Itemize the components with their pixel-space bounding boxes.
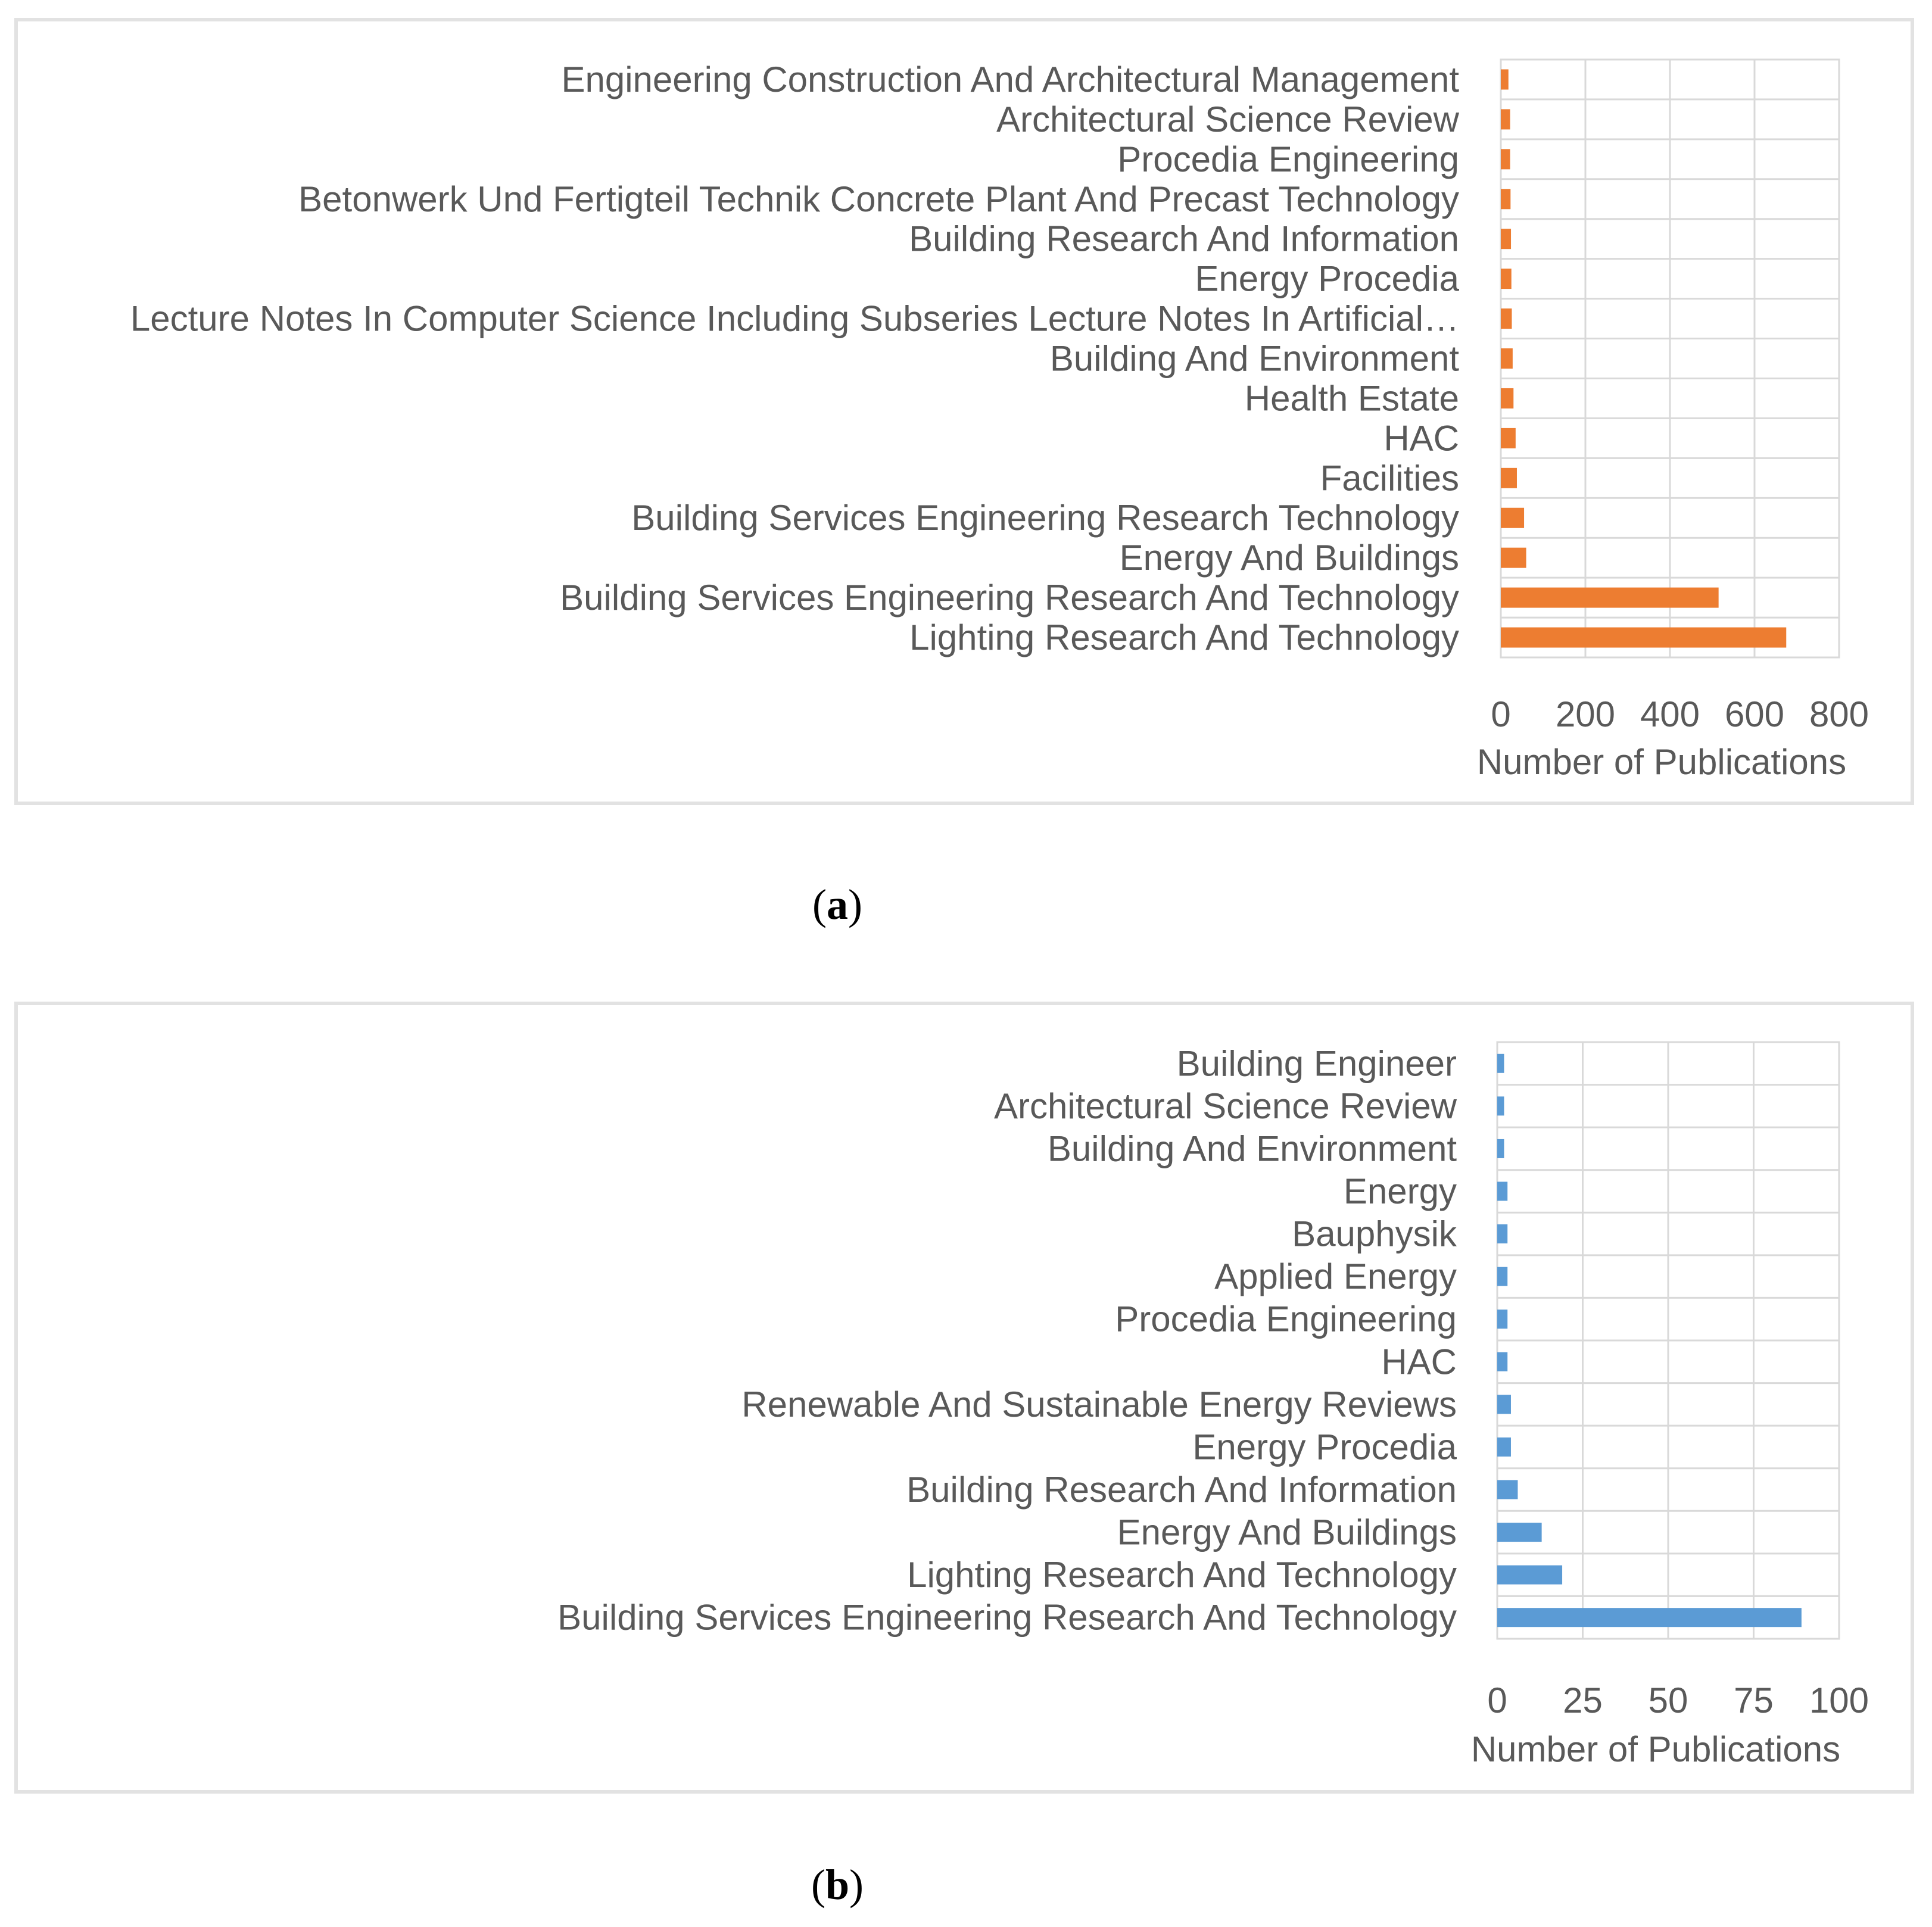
- bar: [1497, 1565, 1563, 1585]
- category-label: Building Services Engineering Research A…: [557, 1598, 1457, 1638]
- bar: [1501, 587, 1719, 608]
- x-tick-label: 0: [1487, 1680, 1507, 1720]
- x-tick-label: 200: [1556, 694, 1615, 734]
- chart-panel-b: [14, 1002, 1914, 1794]
- bar: [1501, 348, 1513, 369]
- category-label: Building Research And Information: [909, 219, 1459, 259]
- category-label: Architectural Science Review: [996, 99, 1460, 139]
- bar: [1501, 547, 1526, 568]
- category-label: Building And Environment: [1050, 339, 1459, 379]
- x-tick-label: 100: [1809, 1680, 1869, 1720]
- x-axis-title: Number of Publications: [1471, 1729, 1840, 1769]
- category-label: Building Engineer: [1177, 1043, 1457, 1083]
- category-label: Energy And Buildings: [1117, 1513, 1457, 1552]
- category-label: Procedia Engineering: [1115, 1299, 1457, 1339]
- x-tick-label: 0: [1491, 694, 1510, 734]
- bar: [1497, 1523, 1542, 1542]
- category-label: Lecture Notes In Computer Science Includ…: [130, 299, 1459, 339]
- bar: [1497, 1053, 1504, 1073]
- bar: [1501, 229, 1512, 250]
- bar: [1501, 149, 1510, 170]
- bar: [1497, 1437, 1511, 1457]
- bar: [1497, 1395, 1511, 1414]
- category-label: Lighting Research And Technology: [909, 618, 1459, 657]
- bar: [1497, 1096, 1504, 1116]
- category-label: Building And Environment: [1048, 1128, 1457, 1168]
- category-label: Betonwerk Und Fertigteil Technik Concret…: [298, 179, 1459, 219]
- bar: [1501, 269, 1512, 289]
- category-label: Facilities: [1320, 458, 1459, 498]
- bar: [1501, 189, 1511, 210]
- category-label: Health Estate: [1245, 378, 1459, 418]
- chart-a: Engineering Construction And Architectur…: [130, 58, 1869, 782]
- bar: [1497, 1267, 1508, 1286]
- bar: [1501, 627, 1787, 648]
- bar: [1497, 1181, 1508, 1201]
- bar: [1497, 1224, 1508, 1244]
- bar: [1501, 507, 1525, 528]
- x-axis-title: Number of Publications: [1477, 742, 1846, 782]
- x-tick-label: 75: [1734, 1680, 1774, 1720]
- bar: [1501, 467, 1517, 488]
- category-label: HAC: [1383, 418, 1459, 458]
- category-label: Energy: [1344, 1171, 1457, 1211]
- bar: [1501, 308, 1512, 329]
- caption-a: (a): [812, 881, 862, 928]
- caption-b: (b): [811, 1861, 864, 1909]
- category-label: Energy Procedia: [1195, 259, 1459, 299]
- category-label: HAC: [1381, 1342, 1457, 1382]
- category-label: Lighting Research And Technology: [907, 1555, 1457, 1595]
- caption-b-letter: b: [825, 1861, 850, 1909]
- x-tick-label: 50: [1649, 1680, 1688, 1720]
- bar: [1501, 109, 1510, 130]
- bar: [1497, 1309, 1508, 1329]
- category-label: Building Services Engineering Research T…: [631, 498, 1459, 538]
- category-label: Procedia Engineering: [1117, 139, 1459, 179]
- chart-panel-a: [14, 18, 1914, 805]
- category-label: Renewable And Sustainable Energy Reviews: [741, 1385, 1457, 1424]
- x-tick-label: 800: [1809, 694, 1869, 734]
- bar: [1501, 388, 1514, 409]
- category-label: Architectural Science Review: [994, 1086, 1457, 1126]
- x-tick-label: 400: [1640, 694, 1700, 734]
- caption-a-letter: a: [827, 881, 848, 928]
- category-label: Energy Procedia: [1192, 1427, 1457, 1467]
- category-label: Building Services Engineering Research A…: [560, 578, 1459, 618]
- category-label: Engineering Construction And Architectur…: [561, 60, 1459, 99]
- bar: [1501, 428, 1516, 448]
- bar: [1497, 1608, 1802, 1627]
- bar: [1497, 1139, 1504, 1158]
- bar: [1497, 1480, 1518, 1499]
- x-tick-label: 600: [1725, 694, 1784, 734]
- category-label: Applied Energy: [1214, 1256, 1457, 1296]
- bar: [1497, 1352, 1508, 1371]
- category-label: Building Research And Information: [906, 1470, 1457, 1510]
- category-label: Energy And Buildings: [1120, 538, 1459, 578]
- bar: [1501, 69, 1509, 90]
- category-label: Bauphysik: [1292, 1214, 1457, 1254]
- x-tick-label: 25: [1563, 1680, 1603, 1720]
